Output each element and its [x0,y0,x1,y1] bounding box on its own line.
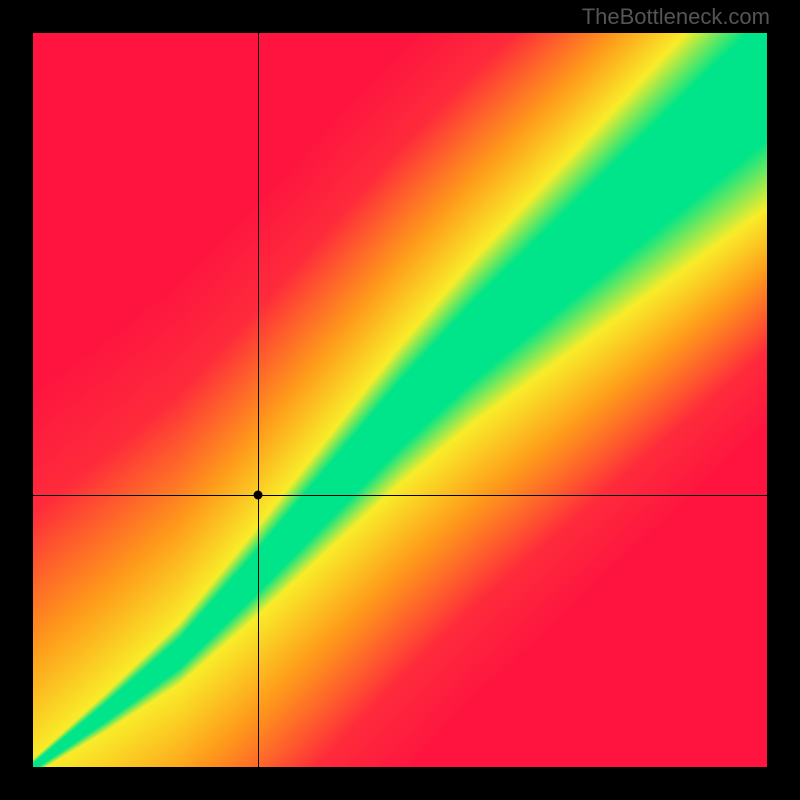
heatmap-canvas [33,33,767,767]
crosshair-vertical [258,33,259,767]
chart-container: TheBottleneck.com [0,0,800,800]
plot-area [33,33,767,767]
crosshair-horizontal [33,495,767,496]
watermark-text: TheBottleneck.com [582,4,770,30]
crosshair-marker [254,490,263,499]
